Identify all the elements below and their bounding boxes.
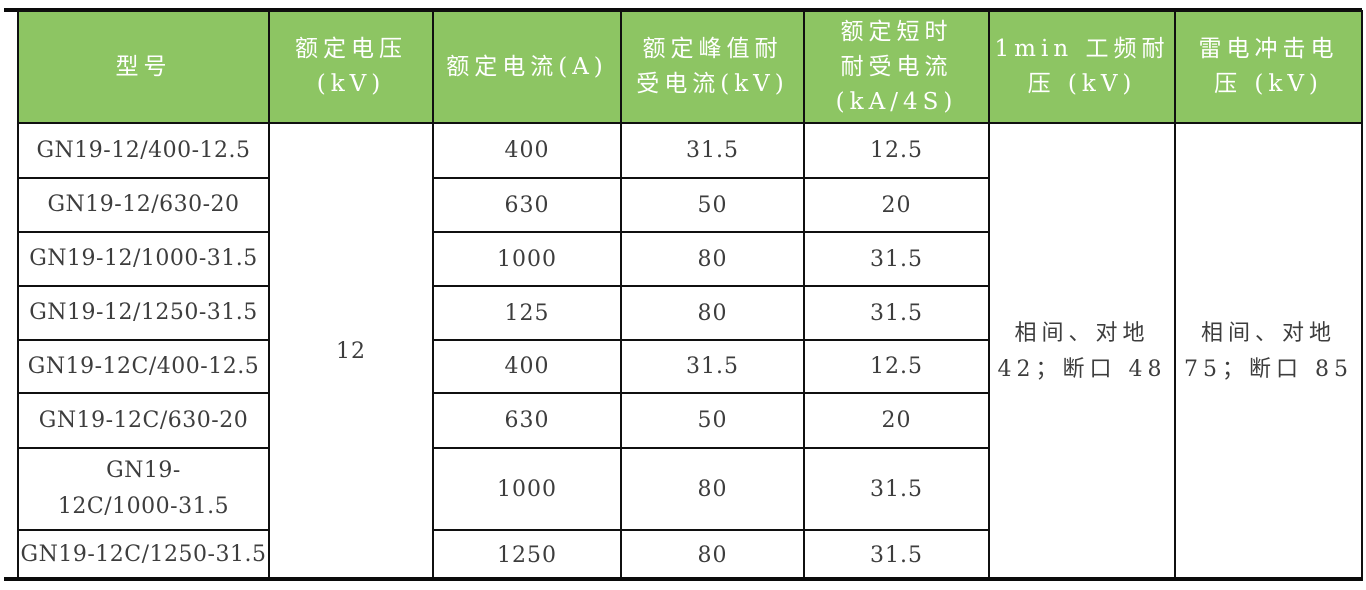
table-row: GN19-12/1000-31.5 1000 80 31.5: [17, 231, 1362, 287]
peak-current-cell: 80: [620, 529, 805, 581]
short-time-cell: 12.5: [803, 122, 990, 179]
model-cell: GN19-12/1250-31.5: [17, 285, 270, 341]
header-lightning-impulse: 雷电冲击电 压 (kV): [1174, 10, 1363, 124]
header-model: 型号: [17, 10, 270, 124]
power-freq-cell: 相间、对地 42；断口 48: [988, 122, 1176, 581]
short-time-cell: 12.5: [803, 339, 990, 394]
top-rule: [4, 8, 1362, 12]
current-cell: 1000: [432, 231, 622, 287]
header-row: 型号 额定电压 (kV) 额定电流(A) 额定峰值耐 受电流(kV) 额定短时 …: [17, 10, 1363, 124]
current-cell: 1250: [432, 529, 622, 581]
model-cell: GN19-12/400-12.5: [17, 122, 270, 179]
short-time-cell: 31.5: [803, 285, 990, 341]
model-cell: GN19- 12C/1000-31.5: [17, 447, 270, 531]
current-cell: 1000: [432, 447, 622, 531]
spec-table: 型号 额定电压 (kV) 额定电流(A) 额定峰值耐 受电流(kV) 额定短时 …: [17, 10, 1363, 581]
rated-voltage-cell: 12: [268, 122, 434, 581]
short-time-cell: 31.5: [803, 231, 990, 287]
header-short-time-current: 额定短时 耐受电流 (kA/4S): [803, 10, 990, 124]
table-row: GN19-12/400-12.5 12 400 31.5 12.5 相间、对地 …: [17, 122, 1363, 581]
header-rated-voltage: 额定电压 (kV): [268, 10, 434, 124]
current-cell: 630: [432, 177, 622, 233]
lightning-cell: 相间、对地 75；断口 85: [1174, 122, 1363, 581]
table-row: GN19-12C/400-12.5 400 31.5 12.5: [17, 339, 1362, 394]
table-row: GN19- 12C/1000-31.5 1000 80 31.5: [17, 447, 1362, 531]
peak-current-cell: 31.5: [620, 339, 805, 394]
table-row: GN19-12C/630-20 630 50 20: [17, 392, 1362, 449]
short-time-cell: 31.5: [803, 447, 990, 531]
table-row: GN19-12/1250-31.5 125 80 31.5: [17, 285, 1362, 341]
short-time-cell: 20: [803, 177, 990, 233]
model-cell: GN19-12C/630-20: [17, 392, 270, 449]
current-cell: 630: [432, 392, 622, 449]
header-peak-withstand: 额定峰值耐 受电流(kV): [620, 10, 805, 124]
table-row: GN19-12/630-20 630 50 20: [17, 177, 1362, 233]
model-cell: GN19-12/1000-31.5: [17, 231, 270, 287]
current-cell: 400: [432, 339, 622, 394]
short-time-cell: 20: [803, 392, 990, 449]
current-cell: 125: [432, 285, 622, 341]
current-cell: 400: [432, 122, 622, 179]
short-time-cell: 31.5: [803, 529, 990, 581]
bottom-rule: [4, 577, 1362, 581]
peak-current-cell: 80: [620, 231, 805, 287]
header-power-freq-voltage: 1min 工频耐 压 (kV): [988, 10, 1176, 124]
model-cell: GN19-12C/400-12.5: [17, 339, 270, 394]
peak-current-cell: 31.5: [620, 122, 805, 179]
peak-current-cell: 50: [620, 177, 805, 233]
peak-current-cell: 80: [620, 285, 805, 341]
peak-current-cell: 80: [620, 447, 805, 531]
peak-current-cell: 50: [620, 392, 805, 449]
model-cell: GN19-12/630-20: [17, 177, 270, 233]
model-cell: GN19-12C/1250-31.5: [17, 529, 270, 581]
table-row: GN19-12C/1250-31.5 1250 80 31.5: [17, 529, 1362, 581]
header-rated-current: 额定电流(A): [432, 10, 622, 124]
